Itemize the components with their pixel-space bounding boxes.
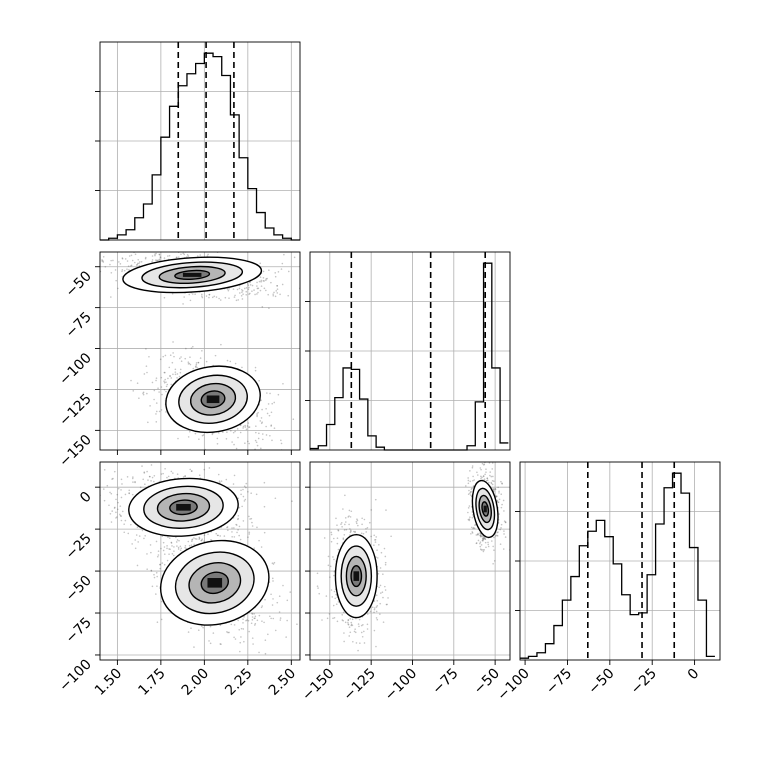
y-tick-label: −25: [63, 531, 95, 563]
joint-panel-1-2: [305, 461, 511, 665]
histogram-panel-0: [95, 41, 301, 241]
grid-lines: [310, 252, 510, 450]
density-peak: [353, 571, 360, 581]
y-tick-label: −150: [56, 432, 95, 471]
density-peak: [483, 505, 487, 513]
density-peak: [182, 272, 202, 277]
x-tick-label: −50: [585, 666, 617, 698]
y-tick-label: −100: [56, 656, 95, 695]
y-tick-label: −100: [56, 350, 95, 389]
y-tick-label: −75: [63, 615, 95, 647]
density-peak: [207, 578, 223, 588]
y-tick-label: −75: [63, 309, 95, 341]
density-peak: [176, 503, 191, 511]
x-tick-label: 1.50: [92, 666, 125, 699]
histogram-step: [100, 52, 300, 241]
histogram-step: [310, 262, 509, 451]
histogram-panel-1: [305, 251, 511, 451]
x-tick-label: −75: [543, 666, 575, 698]
y-tick-label: −125: [56, 391, 95, 430]
x-tick-label: −75: [429, 666, 461, 698]
y-tick-label: −50: [63, 573, 95, 605]
grid-lines: [520, 462, 720, 660]
x-tick-label: −125: [340, 666, 379, 705]
joint-panel-0-1: [95, 251, 301, 455]
density-peak: [206, 395, 220, 404]
histogram-step: [520, 472, 715, 659]
panel-frame: [99, 251, 301, 451]
x-tick-label: 2.25: [222, 666, 255, 699]
x-tick-label: −100: [382, 666, 421, 705]
x-tick-label: 2.00: [179, 666, 212, 699]
x-tick-label: 1.75: [135, 666, 168, 699]
x-tick-label: −150: [299, 666, 338, 705]
panel-frame: [99, 461, 301, 661]
y-tick-label: −50: [63, 268, 95, 300]
joint-panel-0-2: [95, 461, 301, 665]
grid-lines: [100, 462, 300, 660]
panel-frame: [309, 461, 511, 661]
x-tick-label: −100: [494, 666, 533, 705]
x-tick-label: 2.50: [266, 666, 299, 699]
x-tick-label: −25: [628, 666, 660, 698]
grid-lines: [100, 42, 300, 240]
histogram-panel-2: [515, 461, 721, 665]
x-tick-label: 0: [685, 666, 703, 684]
y-tick-label: 0: [77, 489, 95, 507]
